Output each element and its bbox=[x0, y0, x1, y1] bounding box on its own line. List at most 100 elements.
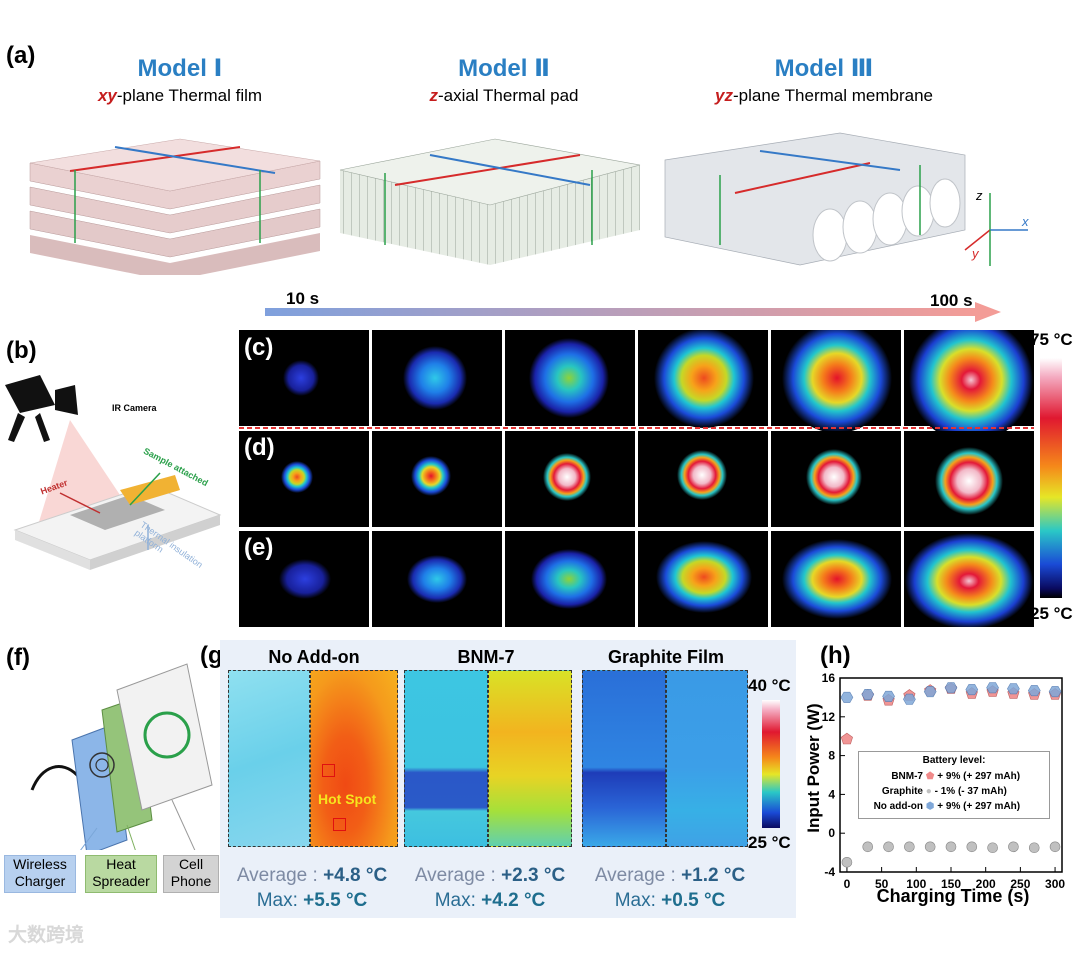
g-colorbar-min: 25 °C bbox=[748, 833, 791, 852]
watermark: 大数跨境 bbox=[8, 925, 85, 946]
point-no-add-on bbox=[1048, 686, 1062, 698]
legend-row-graphite: Graphite ● - 1% (- 37 mAh) bbox=[881, 786, 1007, 797]
x-tick-label: 50 bbox=[875, 877, 889, 891]
stat-avg-no-addon: Average : +4.8 °C bbox=[236, 865, 388, 886]
model-3-illustration bbox=[664, 132, 966, 266]
model-3-subtitle: yz-plane Thermal membrane bbox=[715, 86, 933, 105]
x-tick-label: 250 bbox=[1010, 877, 1030, 891]
point-graphite bbox=[841, 857, 853, 868]
label-wireless-charger: Wireless Charger bbox=[4, 855, 76, 893]
g-title-bnm7: BNM-7 bbox=[457, 647, 515, 667]
chart-marks bbox=[840, 682, 1062, 868]
x-tick-label: 150 bbox=[941, 877, 961, 891]
thermal-image-graphite-back bbox=[582, 670, 666, 847]
point-no-add-on bbox=[903, 693, 916, 705]
x-tick-label: 300 bbox=[1045, 877, 1065, 891]
time-end: 100 s bbox=[930, 291, 973, 310]
point-no-add-on bbox=[923, 686, 937, 698]
axis-x-label: x bbox=[1022, 214, 1029, 229]
model-1-subtitle: xy-plane Thermal film bbox=[97, 86, 263, 105]
axis-y-label: y bbox=[972, 246, 979, 261]
panel-label-h: (h) bbox=[820, 642, 851, 669]
point-no-add-on bbox=[986, 682, 999, 694]
panel-label-e: (e) bbox=[244, 534, 274, 561]
g-title-no-addon: No Add-on bbox=[268, 647, 360, 667]
axis-z-label: z bbox=[976, 188, 983, 203]
point-no-add-on bbox=[861, 688, 875, 701]
hotspot-marker-1 bbox=[322, 764, 335, 777]
y-tick-label: 0 bbox=[828, 826, 835, 840]
stat-max-bnm7: Max: +4.2 °C bbox=[434, 890, 546, 911]
hotspot-label: Hot Spot bbox=[318, 791, 377, 807]
ir-colorbar-max: 75 °C bbox=[1030, 330, 1073, 349]
thermal-image-graphite-front bbox=[666, 670, 748, 847]
ir-image-grid bbox=[239, 330, 1034, 627]
point-no-add-on bbox=[882, 690, 895, 702]
g-colorbar-max: 40 °C bbox=[748, 676, 791, 695]
stat-avg-bnm7: Average : +2.3 °C bbox=[414, 865, 566, 886]
stat-max-no-addon: Max: +5.5 °C bbox=[256, 890, 368, 911]
point-graphite bbox=[987, 842, 998, 854]
point-no-add-on bbox=[1027, 685, 1041, 697]
legend-title: Battery level: bbox=[922, 755, 986, 766]
y-tick-label: 4 bbox=[828, 787, 835, 801]
point-graphite bbox=[1028, 842, 1040, 854]
panel-label-f: (f) bbox=[6, 644, 30, 671]
y-tick-label: 12 bbox=[822, 710, 836, 724]
point-graphite bbox=[862, 841, 874, 853]
axes-gizmo bbox=[964, 193, 1028, 266]
model-3-title: Model Ⅲ bbox=[774, 55, 874, 82]
point-graphite bbox=[904, 841, 915, 853]
thermal-image-no-addon-front bbox=[310, 670, 398, 847]
chart-axes: 0 50 100 150 200 250 300 -4 0 4 8 12 16 bbox=[822, 671, 1066, 891]
legend-row-bnm7: BNM-7 ⬟ + 9% (+ 297 mAh) bbox=[891, 771, 1021, 782]
model-2-subtitle: z-axial Thermal pad bbox=[429, 86, 579, 105]
point-graphite bbox=[1008, 841, 1019, 853]
legend-row-no-addon: No add-on ⬢ + 9% (+ 297 mAh) bbox=[873, 801, 1021, 812]
g-colorbar bbox=[762, 700, 780, 828]
model-2-illustration bbox=[339, 138, 641, 265]
thermal-image-bnm7-front bbox=[488, 670, 572, 847]
point-bnm-7 bbox=[840, 732, 853, 745]
setup-f-illustration bbox=[30, 663, 213, 850]
thermal-image-no-addon-back bbox=[228, 670, 310, 847]
point-no-add-on bbox=[840, 691, 854, 703]
point-graphite bbox=[945, 841, 957, 853]
label-heat-spreader: Heat Spreader bbox=[85, 855, 157, 893]
time-start: 10 s bbox=[286, 289, 320, 308]
panel-label-c: (c) bbox=[244, 334, 274, 361]
point-no-add-on bbox=[1007, 683, 1020, 695]
y-tick-label: -4 bbox=[824, 865, 835, 879]
setup-b-illustration bbox=[5, 375, 222, 570]
chart-xlabel: Charging Time (s) bbox=[876, 886, 1030, 906]
x-tick-label: 100 bbox=[906, 877, 926, 891]
hotspot-marker-2 bbox=[333, 818, 346, 831]
point-graphite bbox=[924, 841, 936, 853]
input-power-chart: 0 50 100 150 200 250 300 -4 0 4 8 12 16 bbox=[822, 671, 1066, 891]
panel-label-d: (d) bbox=[244, 434, 275, 461]
time-arrow bbox=[265, 302, 1001, 322]
ir-colorbar-min: 25 °C bbox=[1030, 604, 1073, 623]
panel-label-a: (a) bbox=[6, 42, 36, 69]
thermal-image-bnm7-back bbox=[404, 670, 488, 847]
chart-ylabel: Input Power (W) bbox=[804, 703, 823, 833]
point-graphite bbox=[883, 841, 894, 853]
model-1-title: Model Ⅰ bbox=[137, 55, 223, 82]
label-cell-phone: Cell Phone bbox=[163, 855, 219, 893]
x-tick-label: 0 bbox=[844, 877, 851, 891]
model-1-illustration bbox=[29, 138, 321, 275]
panel-label-b: (b) bbox=[6, 337, 37, 364]
x-tick-label: 200 bbox=[976, 877, 996, 891]
ir-colorbar bbox=[1040, 358, 1062, 598]
model-2-title: Model Ⅱ bbox=[458, 55, 550, 82]
point-no-add-on bbox=[944, 682, 958, 694]
stat-max-graphite: Max: +0.5 °C bbox=[614, 890, 726, 911]
point-no-add-on bbox=[965, 684, 979, 696]
point-graphite bbox=[966, 841, 978, 853]
point-graphite bbox=[1049, 841, 1061, 853]
g-title-graphite: Graphite Film bbox=[607, 647, 724, 667]
y-tick-label: 8 bbox=[828, 749, 835, 763]
stat-avg-graphite: Average : +1.2 °C bbox=[594, 865, 746, 886]
chart-legend: Battery level: BNM-7 ⬟ + 9% (+ 297 mAh) … bbox=[858, 751, 1050, 819]
chart-ylabel-wrap: Input Power (W) bbox=[804, 668, 826, 868]
